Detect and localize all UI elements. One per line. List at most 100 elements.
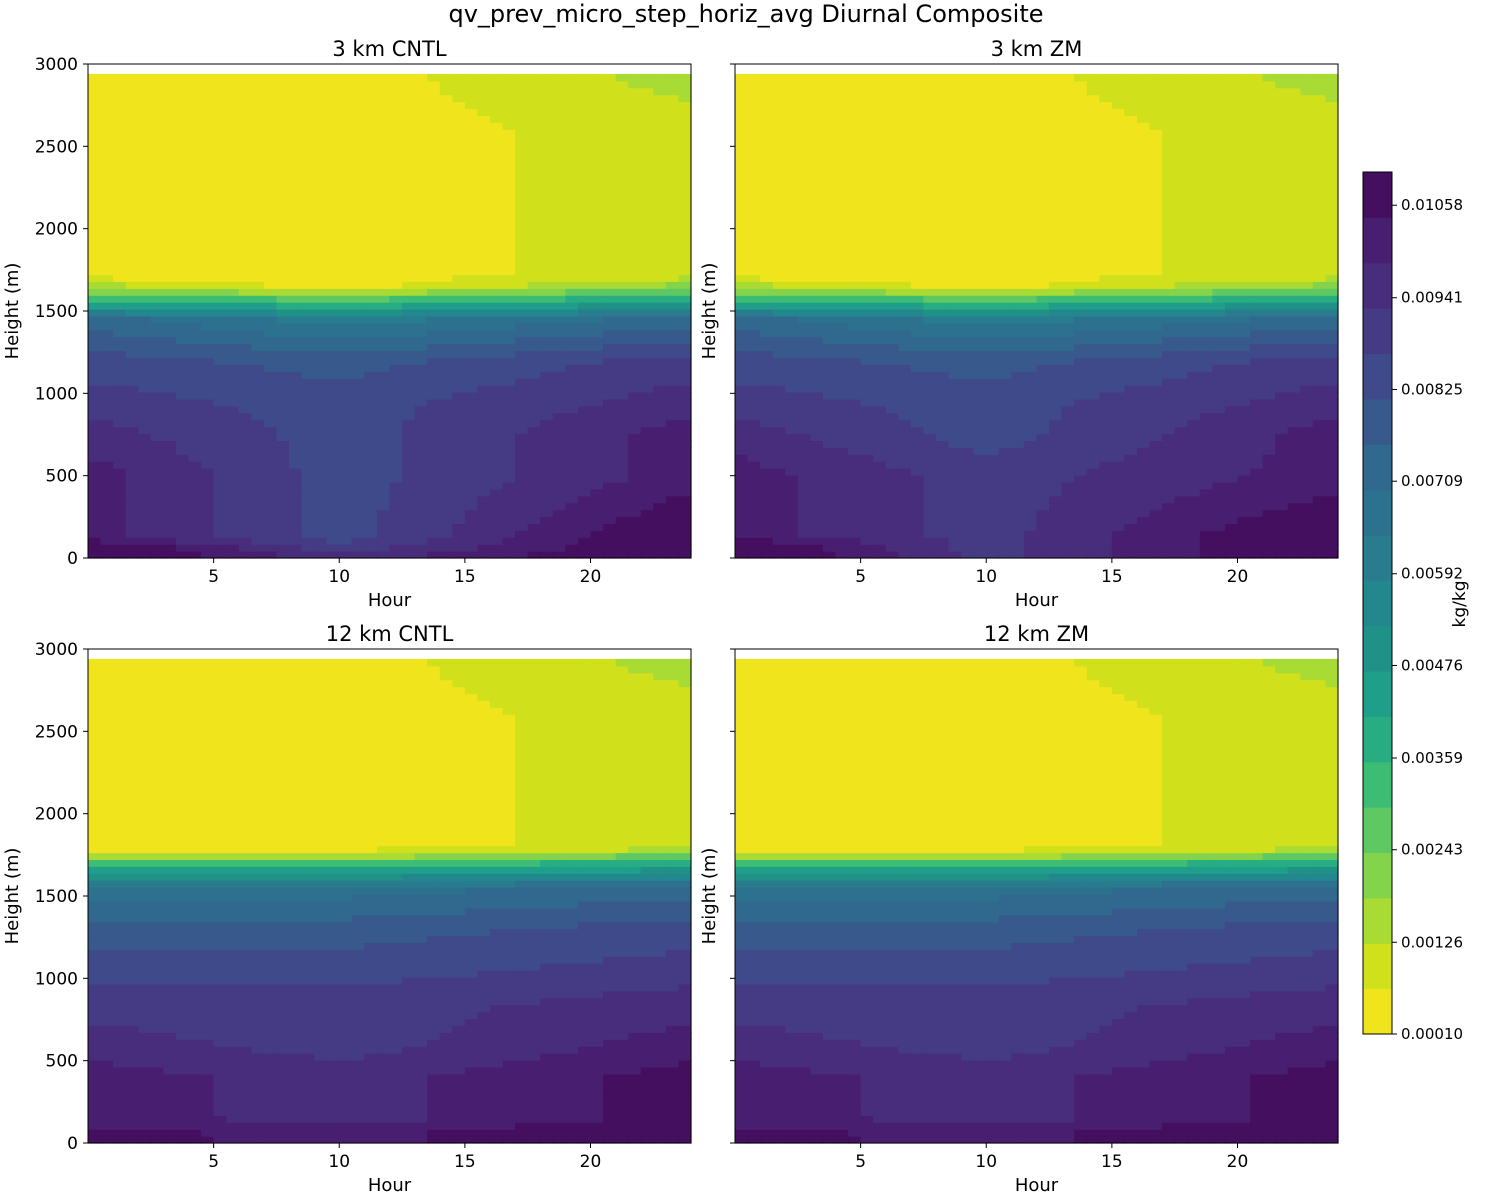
contour-cell (439, 177, 453, 186)
contour-cell (760, 537, 774, 545)
contour-cell (326, 405, 340, 414)
contour-cell (772, 447, 786, 455)
contour-cell (515, 115, 529, 123)
contour-cell (540, 246, 554, 255)
contour-cell (961, 468, 975, 476)
contour-cell (276, 226, 290, 234)
contour-cell (163, 419, 177, 428)
contour-cell (402, 239, 416, 248)
contour-cell (376, 468, 391, 476)
contour-cell (502, 205, 516, 213)
contour-cell (515, 495, 529, 504)
contour-cell (615, 302, 629, 310)
contour-cell (414, 205, 428, 213)
contour-cell (414, 239, 428, 248)
contour-cell (747, 94, 761, 103)
contour-cell (389, 488, 403, 497)
contour-cell (665, 108, 680, 116)
contour-cell (326, 219, 340, 227)
contour-cell (515, 398, 529, 407)
contour-cell (376, 115, 391, 123)
contour-cell (822, 281, 837, 289)
contour-cell (314, 392, 328, 400)
contour-cell (628, 94, 642, 103)
contour-cell (640, 378, 654, 386)
contour-cell (961, 447, 975, 455)
contour-cell (653, 191, 667, 199)
contour-cell (339, 551, 353, 559)
contour-cell (213, 322, 227, 331)
contour-cell (577, 502, 592, 511)
contour-cell (923, 419, 937, 428)
contour-cell (860, 295, 874, 303)
contour-cell (527, 73, 541, 82)
contour-cell (961, 475, 975, 483)
contour-cell (998, 156, 1012, 165)
contour-cell (540, 371, 554, 379)
contour-cell (540, 219, 554, 227)
contour-cell (263, 392, 278, 400)
contour-cell (364, 357, 378, 365)
contour-cell (88, 551, 102, 559)
contour-cell (226, 371, 240, 379)
contour-cell (898, 357, 912, 365)
contour-cell (502, 398, 516, 407)
contour-cell (389, 309, 403, 317)
contour-cell (276, 205, 290, 213)
contour-cell (998, 115, 1012, 123)
contour-cell (810, 80, 824, 89)
contour-cell (125, 309, 139, 317)
contour-cell (125, 191, 139, 199)
contour-cell (326, 302, 340, 310)
contour-cell (364, 440, 378, 448)
contour-cell (251, 260, 265, 269)
contour-cell (138, 115, 152, 123)
contour-cell (276, 412, 290, 421)
contour-cell (653, 149, 667, 158)
contour-cell (150, 205, 164, 213)
contour-cell (527, 551, 541, 559)
contour-cell (923, 143, 937, 151)
contour-cell (163, 495, 177, 504)
contour-cell (910, 219, 925, 227)
contour-cell (326, 239, 340, 248)
contour-cell (263, 329, 278, 338)
contour-cell (175, 129, 190, 137)
contour-cell (640, 551, 654, 559)
contour-cell (961, 336, 975, 345)
contour-cell (251, 329, 265, 338)
contour-cell (885, 544, 899, 552)
contour-cell (885, 115, 899, 123)
contour-cell (552, 143, 566, 151)
contour-cell (150, 419, 164, 428)
contour-cell (590, 253, 604, 262)
contour-cell (603, 232, 617, 241)
contour-cell (201, 398, 215, 407)
contour-cell (389, 149, 403, 158)
contour-cell (772, 87, 786, 96)
contour-cell (848, 315, 862, 324)
contour-cell (885, 143, 899, 151)
contour-cell (986, 163, 1000, 172)
contour-cell (376, 475, 391, 483)
contour-cell (427, 378, 441, 386)
contour-cell (735, 94, 749, 103)
contour-cell (226, 274, 240, 282)
contour-cell (986, 447, 1000, 455)
contour-cell (163, 274, 177, 282)
contour-cell (653, 551, 667, 559)
contour-cell (289, 108, 303, 116)
contour-cell (389, 87, 403, 96)
contour-cell (1011, 184, 1025, 193)
contour-cell (263, 198, 278, 206)
contour-cell (464, 364, 479, 372)
contour-cell (603, 315, 617, 324)
contour-cell (527, 94, 541, 103)
contour-cell (301, 315, 315, 324)
contour-cell (150, 516, 164, 525)
contour-cell (835, 191, 849, 199)
contour-cell (364, 94, 378, 103)
contour-cell (603, 239, 617, 248)
contour-cell (860, 315, 874, 324)
contour-cell (301, 433, 315, 442)
